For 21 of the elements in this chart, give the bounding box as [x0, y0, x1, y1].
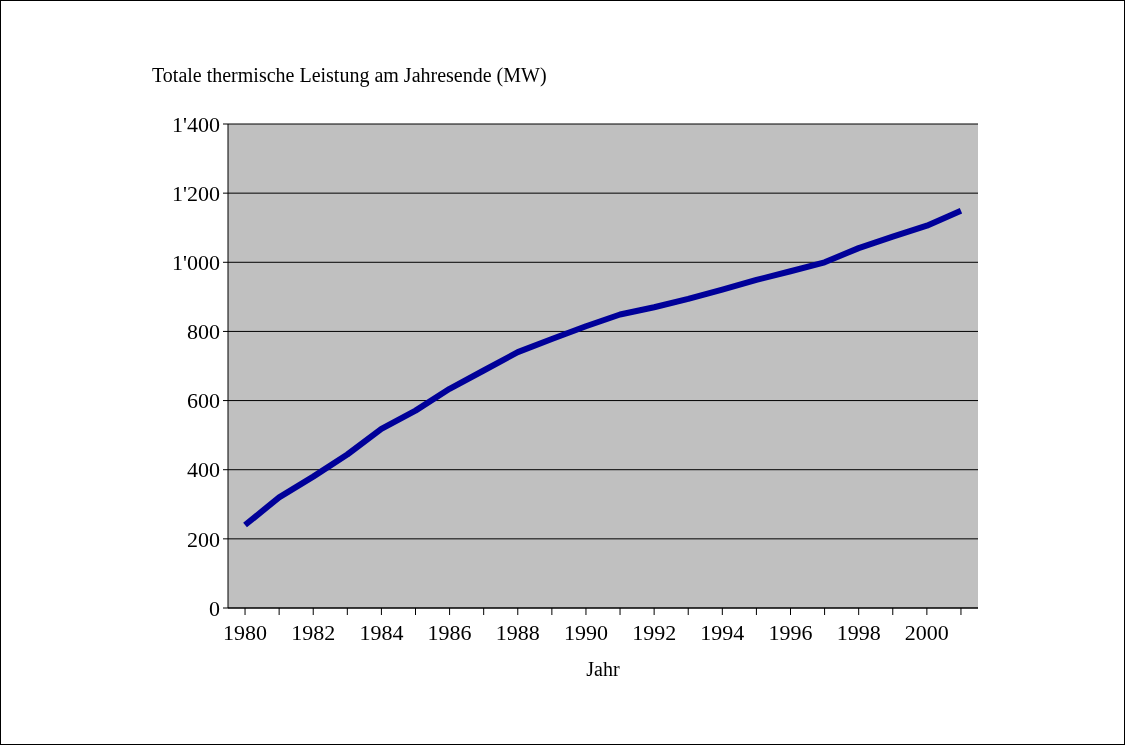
y-tick-label: 400 [187, 457, 220, 483]
y-tick-label: 200 [187, 526, 220, 552]
x-tick-label: 1994 [700, 620, 745, 645]
y-tick-label: 1'000 [172, 249, 220, 275]
y-tick-label: 600 [187, 388, 220, 414]
x-tick-label: 1992 [632, 620, 677, 645]
y-tick-label: 0 [209, 595, 220, 621]
x-tick-label: 2000 [904, 620, 949, 645]
x-tick-label: 1996 [768, 620, 813, 645]
chart-title: Totale thermische Leistung am Jahresende (MW) [152, 64, 547, 87]
x-tick-label: 1980 [223, 620, 268, 645]
x-tick-label: 1988 [495, 620, 540, 645]
y-tick-label: 1'400 [172, 111, 220, 137]
x-axis-title: Jahr [586, 658, 620, 680]
x-tick-label: 1990 [563, 620, 608, 645]
y-tick-label: 1'200 [172, 180, 220, 206]
x-tick-label: 1982 [291, 620, 336, 645]
y-tick-label: 800 [187, 319, 220, 345]
x-tick-label: 1998 [836, 620, 881, 645]
x-tick-label: 1984 [359, 620, 404, 645]
x-tick-label: 1986 [427, 620, 472, 645]
